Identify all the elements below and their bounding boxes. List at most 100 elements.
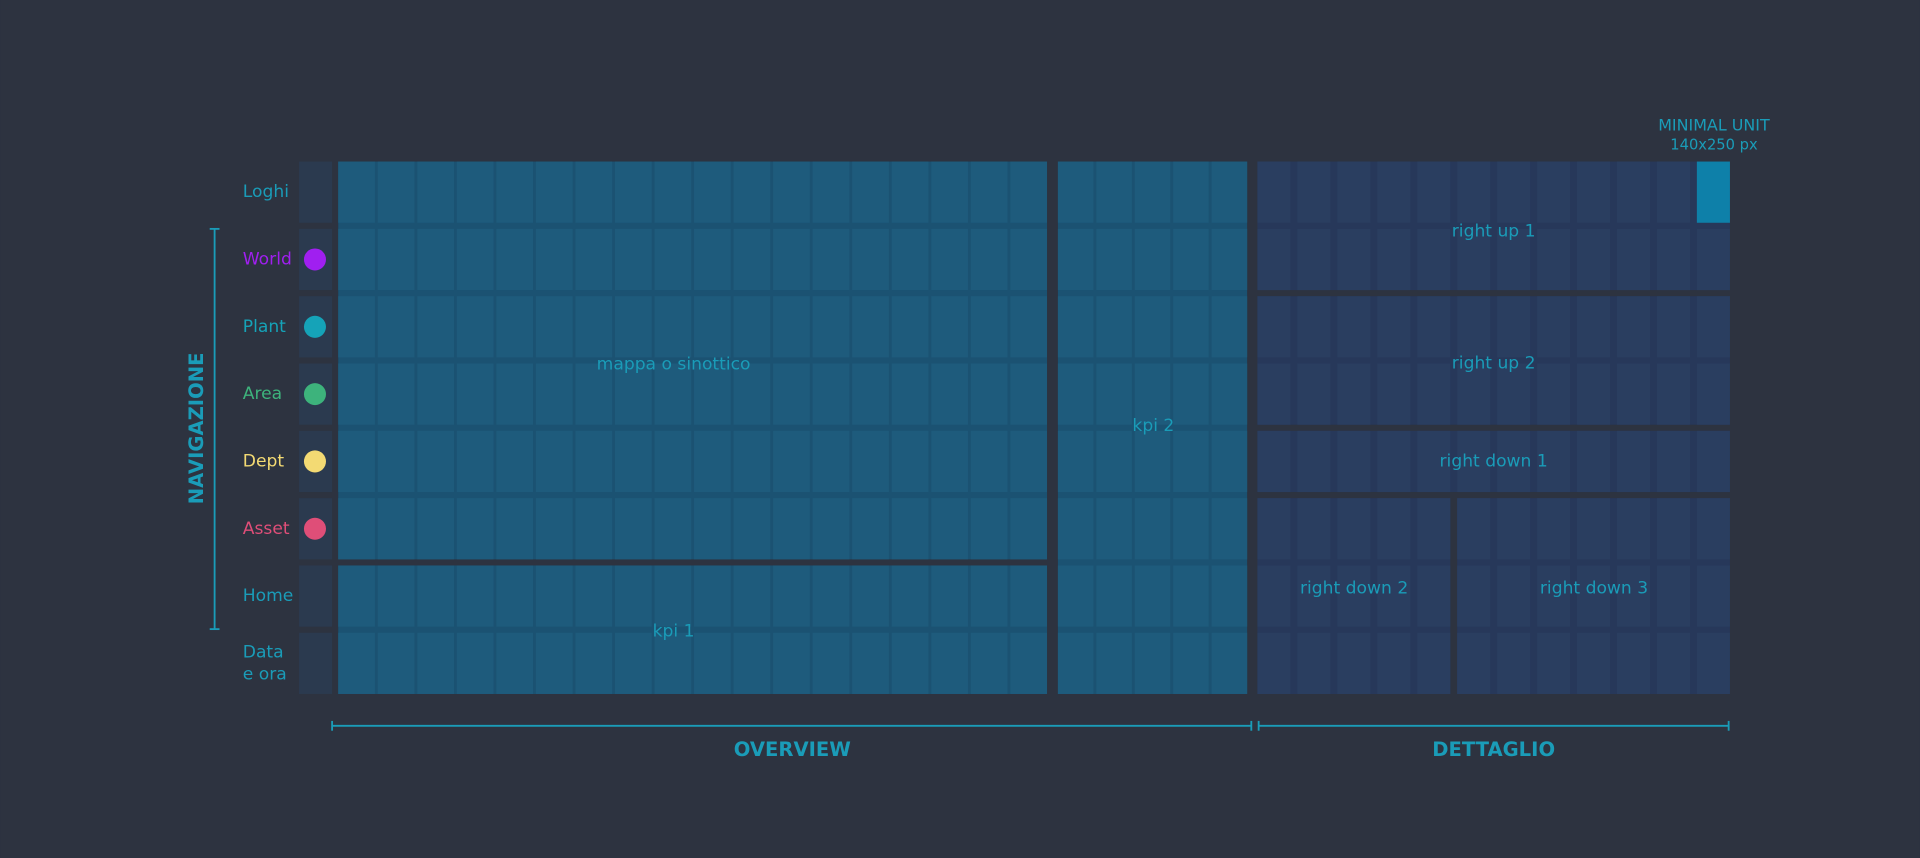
cell: [1337, 430, 1371, 493]
cell: [733, 363, 771, 425]
cell: [694, 161, 731, 223]
cell: [575, 228, 613, 291]
cell: [891, 430, 929, 493]
cell: [1696, 430, 1730, 493]
cell: [812, 498, 850, 560]
cell: [575, 363, 613, 425]
cell: [377, 296, 415, 358]
cell: [1537, 161, 1571, 223]
cell: [694, 565, 731, 627]
grid: [299, 161, 1730, 694]
cell: [970, 632, 1008, 694]
cell: [1211, 296, 1248, 358]
cell: [1656, 161, 1690, 223]
cell: [338, 632, 375, 694]
cell: [1696, 228, 1730, 291]
cell: [338, 161, 375, 223]
nav-label: e ora: [243, 664, 287, 684]
cell: [1134, 228, 1171, 291]
cell: [694, 363, 731, 425]
block: [1257, 296, 1730, 425]
cell: [1577, 296, 1611, 358]
cell: [654, 498, 692, 560]
cell: [338, 565, 375, 627]
cell: [1173, 228, 1209, 291]
cell: [773, 430, 810, 493]
cell: [1537, 228, 1571, 291]
cell: [773, 363, 810, 425]
cell: [694, 498, 731, 560]
nav-label: Plant: [243, 317, 286, 337]
cell: [931, 565, 968, 627]
cell: [496, 632, 534, 694]
cell: [1457, 363, 1491, 425]
cell: [970, 363, 1008, 425]
cell: [1134, 296, 1171, 358]
cell: [1417, 228, 1451, 291]
nav-dot: [303, 315, 326, 338]
cell: [852, 632, 889, 694]
cell: [970, 430, 1008, 493]
nav-label: Asset: [243, 519, 290, 539]
cell: [1211, 498, 1248, 560]
nav-label: Loghi: [243, 182, 289, 202]
cell: [1173, 430, 1209, 493]
cell: [338, 498, 375, 560]
cell: [614, 565, 652, 627]
section-brackets: [331, 720, 1730, 731]
cell: [614, 430, 652, 493]
cell: [1057, 430, 1094, 493]
cell: [338, 296, 375, 358]
minimal-unit: [1696, 161, 1730, 223]
cell: [931, 632, 968, 694]
cell: [614, 228, 652, 291]
cell: [1457, 430, 1491, 493]
cell: [1096, 363, 1132, 425]
block-label: kpi 1: [653, 622, 695, 642]
cell: [1417, 161, 1451, 223]
cell: [970, 228, 1008, 291]
cell: [535, 296, 573, 358]
cell: [733, 565, 771, 627]
cell: [1337, 565, 1371, 627]
cell: [496, 161, 534, 223]
cell: [1297, 430, 1331, 493]
cell: [1377, 228, 1411, 291]
cell: [1057, 296, 1094, 358]
cell: [1457, 632, 1491, 694]
cell: [812, 296, 850, 358]
cell: [1010, 498, 1048, 560]
cell: [1417, 565, 1451, 627]
cell: [575, 296, 613, 358]
nav-cell: [299, 565, 333, 627]
cell: [535, 565, 573, 627]
cell: [1497, 296, 1531, 358]
cell: [1616, 430, 1651, 493]
cell: [1457, 498, 1491, 560]
cell: [1457, 565, 1491, 627]
cell: [496, 296, 534, 358]
cell: [1010, 228, 1048, 291]
cell: [812, 632, 850, 694]
cell: [812, 228, 850, 291]
cell: [535, 498, 573, 560]
cell: [456, 498, 494, 560]
cell: [812, 161, 850, 223]
cell: [1577, 632, 1611, 694]
cell: [1577, 565, 1611, 627]
cell: [773, 296, 810, 358]
cell: [1134, 565, 1171, 627]
cell: [812, 565, 850, 627]
cell: [891, 498, 929, 560]
cell: [1257, 228, 1291, 291]
cell: [1696, 296, 1730, 358]
cell: [891, 565, 929, 627]
cell: [694, 296, 731, 358]
cell: [1656, 228, 1690, 291]
cell: [1173, 565, 1209, 627]
cell: [1696, 632, 1730, 694]
cell: [456, 363, 494, 425]
cell: [654, 430, 692, 493]
cell: [614, 296, 652, 358]
cell: [1173, 498, 1209, 560]
